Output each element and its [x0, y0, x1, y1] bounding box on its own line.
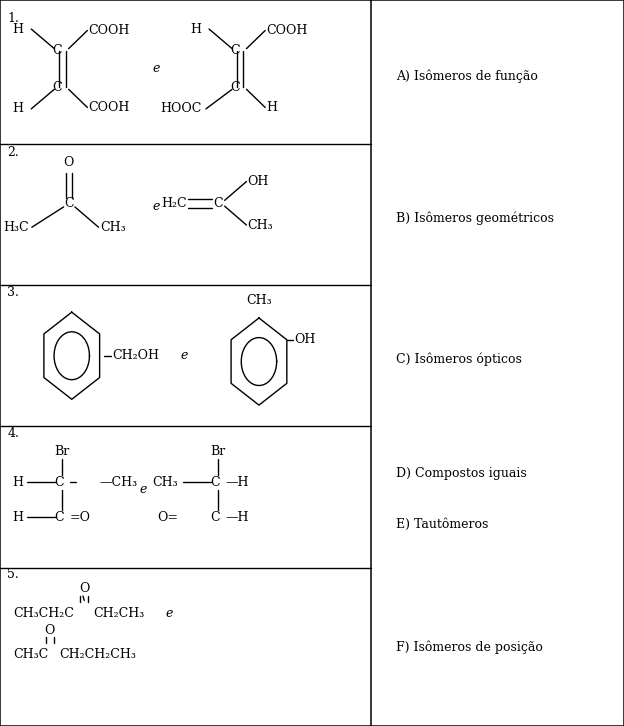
- Text: —H: —H: [226, 476, 250, 489]
- Text: —CH₃: —CH₃: [100, 476, 138, 489]
- Text: 3.: 3.: [7, 286, 19, 299]
- Text: O: O: [45, 624, 55, 637]
- Text: —H: —H: [226, 511, 250, 523]
- Text: Br: Br: [211, 446, 226, 458]
- Text: O: O: [64, 156, 74, 169]
- Text: H: H: [12, 511, 24, 523]
- Text: 1.: 1.: [7, 12, 19, 25]
- Text: CH₃CH₂C: CH₃CH₂C: [14, 607, 75, 620]
- Text: CH₂OH: CH₂OH: [112, 349, 159, 362]
- Text: H₃C: H₃C: [3, 221, 29, 234]
- Text: H: H: [266, 101, 278, 114]
- Text: e: e: [152, 200, 160, 213]
- Text: F) Isômeros de posição: F) Isômeros de posição: [396, 641, 543, 654]
- Text: CH₃: CH₃: [246, 294, 272, 307]
- Text: H₂C: H₂C: [162, 197, 187, 210]
- Text: C: C: [52, 81, 62, 94]
- Text: e: e: [140, 484, 147, 496]
- Text: O: O: [79, 582, 89, 595]
- Text: C: C: [210, 476, 220, 489]
- Text: CH₃C: CH₃C: [14, 648, 49, 661]
- Text: OH: OH: [295, 333, 316, 346]
- Text: C: C: [210, 511, 220, 523]
- Text: C: C: [213, 197, 223, 210]
- Text: 2.: 2.: [7, 146, 19, 159]
- Text: COOH: COOH: [89, 101, 130, 114]
- Text: C: C: [54, 511, 64, 523]
- Text: OH: OH: [248, 175, 269, 188]
- Text: CH₃: CH₃: [152, 476, 178, 489]
- Text: H: H: [12, 102, 23, 115]
- Text: C: C: [230, 44, 240, 57]
- Text: CH₃: CH₃: [100, 221, 125, 234]
- Text: A) Isômeros de função: A) Isômeros de função: [396, 70, 538, 83]
- Text: C) Isômeros ópticos: C) Isômeros ópticos: [396, 353, 522, 366]
- Text: C: C: [54, 476, 64, 489]
- Text: HOOC: HOOC: [160, 102, 202, 115]
- Text: B) Isômeros geométricos: B) Isômeros geométricos: [396, 211, 554, 224]
- Text: COOH: COOH: [89, 24, 130, 37]
- Text: e: e: [180, 349, 188, 362]
- Text: C: C: [52, 44, 62, 57]
- Text: 4.: 4.: [7, 427, 19, 440]
- Text: =O: =O: [70, 511, 91, 523]
- Text: E) Tautômeros: E) Tautômeros: [396, 518, 489, 531]
- Text: CH₂CH₃: CH₂CH₃: [94, 607, 145, 620]
- Text: H: H: [190, 23, 201, 36]
- Text: C: C: [64, 197, 74, 210]
- Text: COOH: COOH: [266, 24, 308, 37]
- Text: CH₂CH₂CH₃: CH₂CH₂CH₃: [59, 648, 136, 661]
- Text: O=: O=: [157, 511, 178, 523]
- Text: D) Compostos iguais: D) Compostos iguais: [396, 467, 527, 480]
- Text: e: e: [165, 607, 173, 620]
- Text: Br: Br: [55, 446, 70, 458]
- Text: H: H: [12, 23, 23, 36]
- Text: C: C: [230, 81, 240, 94]
- Text: H: H: [12, 476, 24, 489]
- Text: CH₃: CH₃: [248, 219, 273, 232]
- Text: 5.: 5.: [7, 568, 19, 582]
- Text: e: e: [152, 62, 160, 76]
